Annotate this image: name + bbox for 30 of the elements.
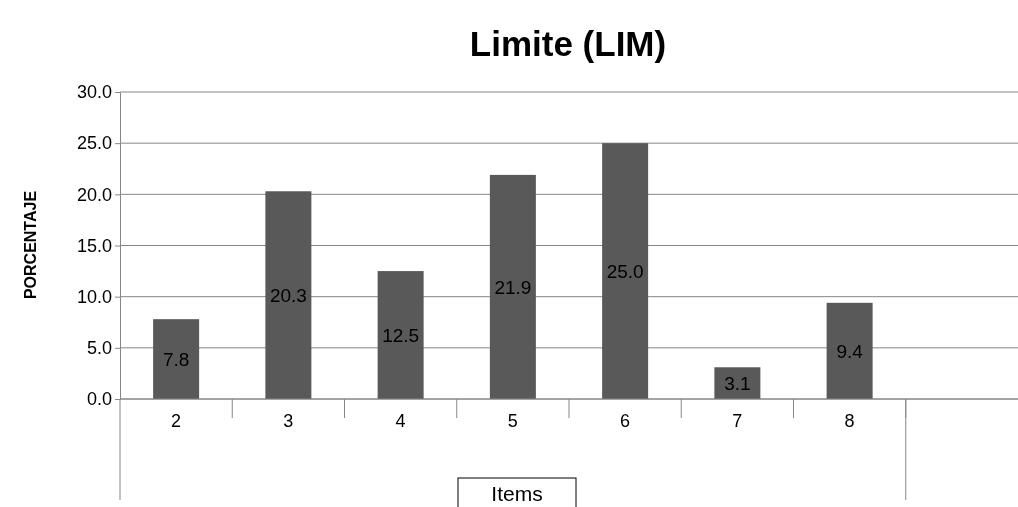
bar bbox=[826, 302, 873, 399]
x-tick-label: 7 bbox=[732, 411, 743, 431]
data-label: 25.0 bbox=[606, 261, 644, 283]
y-tick-label: 30.0 bbox=[76, 82, 112, 103]
x-tick-label: 3 bbox=[283, 411, 294, 431]
data-label: 21.9 bbox=[494, 276, 532, 298]
bar bbox=[489, 174, 536, 399]
chart-title: Limite (LIM) bbox=[469, 24, 667, 63]
x-tick-label: 6 bbox=[620, 411, 631, 431]
y-tick-label: 10.0 bbox=[76, 286, 112, 307]
x-tick-label: 5 bbox=[507, 411, 518, 431]
bar bbox=[153, 319, 200, 399]
y-axis-title: PORCENTAJE bbox=[22, 190, 39, 300]
x-tick-label: 4 bbox=[395, 411, 406, 431]
bar bbox=[602, 143, 649, 399]
bar bbox=[265, 191, 312, 399]
data-label: 7.8 bbox=[162, 349, 190, 371]
bar bbox=[377, 271, 424, 399]
x-axis-title: Items bbox=[491, 482, 543, 505]
data-label: 9.4 bbox=[836, 340, 864, 362]
y-tick-label: 20.0 bbox=[76, 184, 112, 205]
data-label: 20.3 bbox=[269, 285, 307, 307]
y-tick-label: 5.0 bbox=[86, 338, 112, 359]
y-tick-label: 15.0 bbox=[76, 235, 112, 256]
x-tick-label: 2 bbox=[171, 411, 182, 431]
x-tick-label: 8 bbox=[844, 411, 855, 431]
y-tick-label: 25.0 bbox=[76, 133, 112, 154]
y-tick-label: 0.0 bbox=[86, 389, 112, 410]
data-label: 3.1 bbox=[724, 373, 751, 395]
data-label: 12.5 bbox=[382, 325, 420, 347]
